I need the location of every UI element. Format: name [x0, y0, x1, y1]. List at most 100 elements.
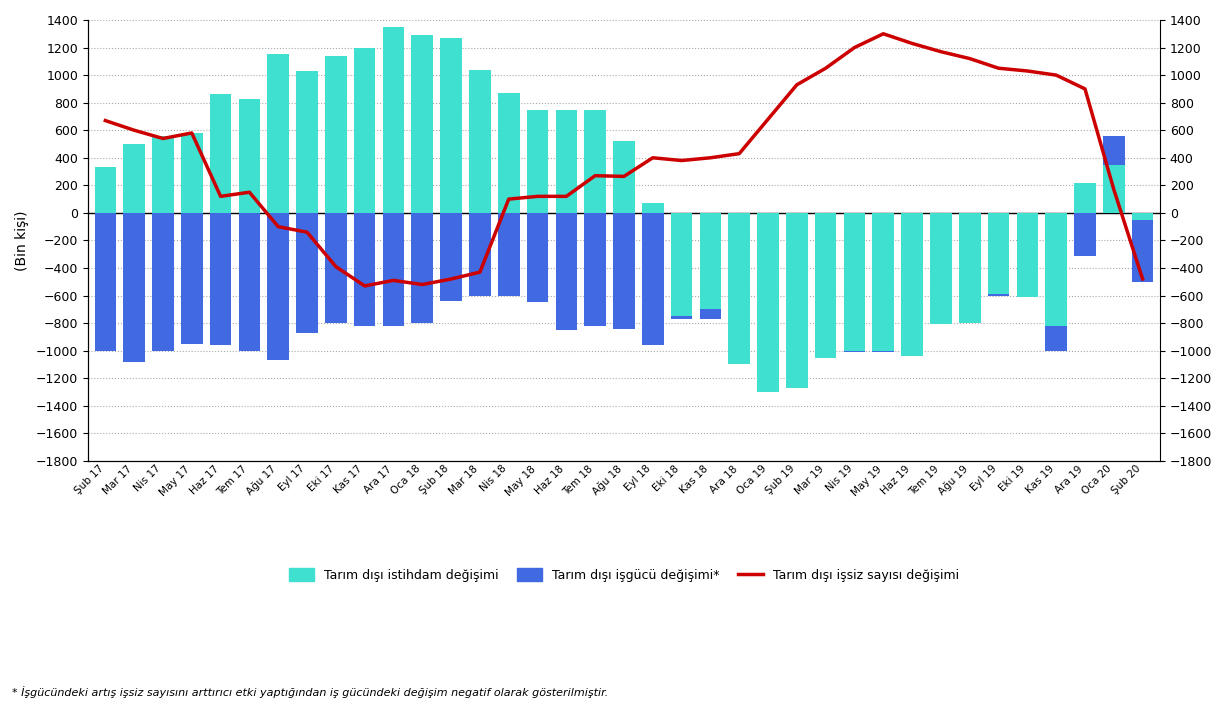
Tarım dışı işsiz sayısı değişimi — [1020, 67, 1034, 75]
Bar — [671, 213, 692, 316]
Bar — [296, 71, 318, 213]
Tarım dışı işsiz sayısı değişimi — [1049, 71, 1064, 79]
Tarım dışı işsiz sayısı değişimi — [818, 64, 833, 72]
Bar — [440, 38, 461, 213]
Bar — [729, 213, 750, 364]
Tarım dışı işsiz sayısı değişimi — [329, 263, 344, 271]
Tarım dışı işsiz sayısı değişimi — [444, 274, 459, 283]
Bar — [296, 213, 318, 333]
Bar — [440, 213, 461, 301]
Bar — [642, 204, 664, 213]
Bar — [614, 141, 634, 213]
Bar — [729, 213, 750, 310]
Bar — [988, 213, 1010, 296]
Bar — [124, 213, 145, 362]
Tarım dışı işsiz sayısı değişimi — [703, 154, 718, 162]
Tarım dışı işsiz sayısı değişimi — [645, 154, 660, 162]
Tarım dışı işsiz sayısı değişimi — [530, 192, 545, 201]
Bar — [556, 213, 577, 330]
Text: * İşgücündeki artış işsiz sayısını arttırıcı etki yaptığından iş gücündeki değiş: * İşgücündeki artış işsiz sayısını arttı… — [12, 687, 609, 698]
Bar — [383, 213, 404, 326]
Tarım dışı işsiz sayısı değişimi — [876, 29, 891, 38]
Bar — [94, 213, 117, 351]
Bar — [498, 93, 519, 213]
Bar — [238, 213, 260, 351]
Bar — [960, 213, 980, 323]
Legend: Tarım dışı istihdam değişimi, Tarım dışı işgücü değişimi*, Tarım dışı işsiz sayı: Tarım dışı istihdam değişimi, Tarım dışı… — [283, 563, 964, 587]
Tarım dışı işsiz sayısı değişimi — [847, 44, 861, 52]
Bar — [267, 213, 290, 360]
Bar — [902, 213, 923, 275]
Bar — [902, 213, 923, 356]
Bar — [267, 55, 290, 213]
Tarım dışı işsiz sayısı değişimi — [299, 228, 314, 237]
Tarım dışı işsiz sayısı değişimi — [789, 81, 804, 89]
Bar — [642, 213, 664, 345]
Bar — [757, 213, 779, 327]
Bar — [210, 213, 232, 345]
Bar — [699, 213, 721, 310]
Tarım dışı işsiz sayısı değişimi — [1077, 85, 1092, 93]
Bar — [699, 213, 721, 319]
Tarım dışı işsiz sayısı değişimi — [357, 282, 372, 290]
Bar — [844, 213, 865, 352]
Tarım dışı işsiz sayısı değişimi — [184, 128, 199, 137]
Tarım dışı işsiz sayısı değişimi — [156, 134, 171, 143]
Bar — [787, 213, 807, 312]
Bar — [526, 213, 548, 303]
Tarım dışı işsiz sayısı değişimi — [472, 268, 487, 277]
Bar — [815, 213, 837, 357]
Bar — [671, 213, 692, 319]
Tarım dışı işsiz sayısı değişimi — [731, 150, 746, 158]
Bar — [1103, 165, 1125, 213]
Bar — [94, 167, 117, 213]
Bar — [815, 213, 837, 303]
Tarım dışı işsiz sayısı değişimi — [934, 48, 948, 56]
Line: Tarım dışı işsiz sayısı değişimi: Tarım dışı işsiz sayısı değişimi — [106, 34, 1142, 286]
Tarım dışı işsiz sayısı değişimi — [271, 223, 286, 231]
Bar — [238, 98, 260, 213]
Bar — [498, 213, 519, 296]
Y-axis label: (Bin kişi): (Bin kişi) — [15, 210, 29, 271]
Bar — [960, 213, 980, 261]
Bar — [930, 213, 952, 275]
Bar — [411, 213, 433, 323]
Bar — [1016, 213, 1038, 297]
Tarım dışı işsiz sayısı değişimi — [502, 195, 517, 204]
Tarım dışı işsiz sayısı değişimi — [1135, 274, 1150, 283]
Tarım dışı işsiz sayısı değişimi — [387, 276, 401, 284]
Bar — [614, 213, 634, 329]
Bar — [584, 213, 606, 326]
Bar — [872, 213, 894, 351]
Bar — [469, 213, 491, 296]
Bar — [556, 110, 577, 213]
Bar — [1074, 213, 1096, 256]
Tarım dışı işsiz sayısı değişimi — [213, 192, 228, 201]
Tarım dışı işsiz sayısı değişimi — [560, 192, 574, 201]
Bar — [1131, 213, 1153, 220]
Bar — [872, 213, 894, 352]
Tarım dışı işsiz sayısı değişimi — [991, 64, 1006, 72]
Bar — [353, 48, 375, 213]
Bar — [325, 213, 347, 323]
Bar — [1131, 213, 1153, 282]
Bar — [1045, 213, 1067, 351]
Bar — [584, 110, 606, 213]
Bar — [988, 213, 1010, 294]
Bar — [1074, 183, 1096, 213]
Bar — [411, 35, 433, 213]
Bar — [325, 56, 347, 213]
Bar — [124, 144, 145, 213]
Tarım dışı işsiz sayısı değişimi — [675, 157, 690, 165]
Tarım dışı işsiz sayısı değişimi — [242, 188, 256, 197]
Tarım dışı işsiz sayısı değişimi — [904, 39, 919, 48]
Bar — [180, 213, 202, 344]
Tarım dışı işsiz sayısı değişimi — [98, 117, 113, 125]
Bar — [1045, 213, 1067, 326]
Bar — [152, 135, 174, 213]
Tarım dışı işsiz sayısı değişimi — [415, 280, 429, 289]
Tarım dışı işsiz sayısı değişimi — [962, 54, 977, 62]
Bar — [1016, 213, 1038, 250]
Bar — [210, 94, 232, 213]
Bar — [152, 213, 174, 351]
